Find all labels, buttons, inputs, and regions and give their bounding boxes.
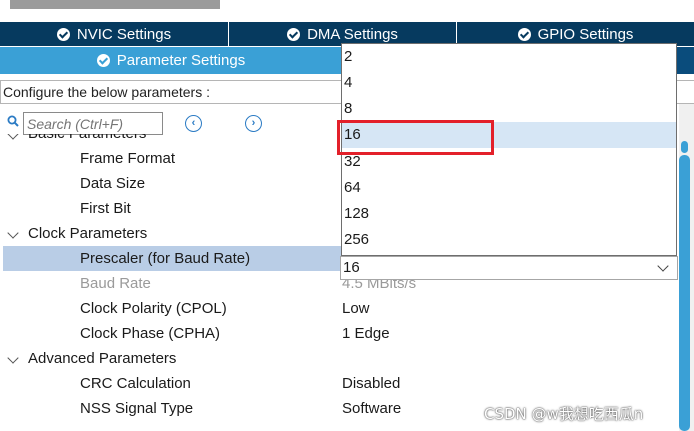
- tree-row-frame-format[interactable]: Frame Format: [0, 146, 680, 171]
- dropdown-option-64[interactable]: 64: [344, 179, 361, 196]
- param-value[interactable]: Low: [342, 300, 370, 317]
- dropdown-option-256[interactable]: 256: [344, 231, 370, 248]
- tree-row-data-size[interactable]: Data Size: [0, 171, 680, 196]
- dropdown-option-32[interactable]: 32: [344, 153, 361, 170]
- tree-group-clock[interactable]: Clock Parameters: [0, 221, 680, 246]
- dropdown-option-8[interactable]: 8: [344, 100, 353, 117]
- prescaler-select-value: 16: [343, 259, 360, 276]
- param-label: Prescaler (for Baud Rate): [3, 246, 342, 271]
- scrollbar-thumb[interactable]: [679, 155, 690, 431]
- check-circle-icon: [287, 27, 301, 41]
- dropdown-option-16[interactable]: 16: [342, 122, 676, 148]
- param-label: Data Size: [80, 175, 146, 192]
- tree-group-label: Advanced Parameters: [28, 350, 177, 367]
- chevron-down-icon: [7, 134, 19, 140]
- tab-nvic-settings[interactable]: NVIC Settings: [0, 22, 229, 46]
- param-label: CRC Calculation: [80, 375, 191, 392]
- settings-tabs: NVIC Settings DMA Settings GPIO Settings: [0, 22, 694, 46]
- check-circle-icon: [56, 27, 70, 41]
- prescaler-dropdown-list: 2 4 8 16 32 64 128 256: [341, 43, 677, 256]
- dropdown-option-128[interactable]: 128: [344, 205, 370, 222]
- tree-group-label: Clock Parameters: [28, 225, 148, 242]
- watermark: CSDN @w我想吃西瓜n: [484, 405, 644, 423]
- check-circle-icon: [517, 27, 531, 41]
- param-label: NSS Signal Type: [80, 400, 194, 417]
- search-prev-icon[interactable]: ‹: [185, 115, 202, 132]
- check-circle-icon: [96, 54, 110, 67]
- dropdown-option-2[interactable]: 2: [344, 48, 353, 65]
- tab-dma-settings[interactable]: DMA Settings: [229, 22, 457, 46]
- top-toolbar-stub: [10, 0, 220, 9]
- scrollbar-arrow[interactable]: [681, 141, 688, 153]
- prescaler-select[interactable]: 16: [340, 256, 678, 280]
- search-input[interactable]: [23, 112, 163, 135]
- param-label: Clock Polarity (CPOL): [80, 300, 227, 317]
- search-icon: [7, 115, 19, 127]
- chevron-down-icon: [7, 352, 19, 364]
- tree-group-basic[interactable]: Basic Parameters: [0, 134, 680, 146]
- tree-row-first-bit[interactable]: First Bit: [0, 196, 680, 221]
- tree-group-label: Basic Parameters: [28, 134, 146, 146]
- chevron-down-icon: [7, 227, 19, 239]
- param-label: First Bit: [80, 200, 131, 217]
- tab-label: NVIC Settings: [76, 25, 172, 43]
- chevron-down-icon[interactable]: [657, 260, 669, 272]
- param-value[interactable]: Disabled: [342, 375, 401, 392]
- param-label: Baud Rate: [80, 275, 151, 292]
- param-label: Clock Phase (CPHA): [80, 325, 221, 342]
- param-label: Frame Format: [80, 150, 176, 167]
- tab-gpio-settings[interactable]: GPIO Settings: [457, 22, 694, 46]
- red-highlight-box: [337, 120, 494, 155]
- tree-row-cpol[interactable]: Clock Polarity (CPOL) Low: [0, 296, 680, 321]
- tree-row-nss[interactable]: NSS Signal Type Software: [0, 396, 680, 421]
- parameter-tree: Basic Parameters Frame Format Data Size …: [0, 134, 680, 421]
- tree-row-crc[interactable]: CRC Calculation Disabled: [0, 371, 680, 396]
- tree-row-cpha[interactable]: Clock Phase (CPHA) 1 Edge: [0, 321, 680, 346]
- param-value[interactable]: Software: [342, 400, 402, 417]
- tab-parameter-settings[interactable]: Parameter Settings: [0, 47, 342, 74]
- tab-label: GPIO Settings: [537, 25, 634, 43]
- tab-label: Parameter Settings: [116, 52, 246, 69]
- dropdown-option-4[interactable]: 4: [344, 74, 353, 91]
- tree-row-prescaler[interactable]: Prescaler (for Baud Rate): [0, 246, 680, 271]
- tree-group-advanced[interactable]: Advanced Parameters: [0, 346, 680, 371]
- search-next-icon[interactable]: ›: [245, 115, 262, 132]
- param-value[interactable]: 1 Edge: [342, 325, 390, 342]
- tab-label: DMA Settings: [307, 25, 398, 43]
